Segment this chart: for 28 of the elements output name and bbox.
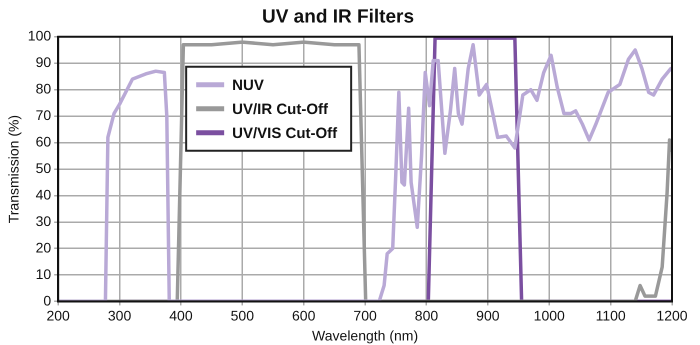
legend-label: UV/VIS Cut-Off — [232, 124, 338, 142]
y-tick-label: 10 — [36, 266, 52, 282]
x-tick-label: 200 — [46, 308, 70, 324]
y-tick-label: 40 — [36, 186, 52, 202]
y-tick-label: 100 — [28, 28, 52, 44]
y-tick-label: 50 — [36, 160, 52, 176]
y-tick-label: 70 — [36, 107, 52, 124]
y-tick-label: 90 — [36, 54, 52, 70]
y-tick-label: 80 — [36, 80, 52, 97]
y-tick-label: 30 — [36, 212, 52, 229]
y-tick-label: 0 — [43, 292, 52, 308]
x-tick-label: 300 — [108, 308, 132, 324]
x-tick-label: 600 — [292, 308, 316, 324]
chart-title: UV and IR Filters — [262, 6, 414, 28]
y-axis-title: Transmission (%) — [5, 114, 22, 224]
x-tick-label: 700 — [353, 308, 377, 324]
x-axis-title: Wavelength (nm) — [312, 327, 418, 344]
legend-label: UV/IR Cut-Off — [232, 100, 329, 118]
x-tick-label: 1000 — [534, 308, 566, 324]
x-tick-label: 1200 — [656, 308, 688, 324]
legend-label: NUV — [232, 76, 264, 94]
x-tick-label: 900 — [476, 308, 500, 324]
x-tick-label: 800 — [414, 308, 438, 324]
y-tick-label: 20 — [36, 239, 52, 256]
x-tick-label: 400 — [169, 308, 193, 324]
x-tick-label: 1100 — [596, 308, 626, 324]
y-tick-label: 60 — [36, 134, 52, 150]
x-tick-label: 500 — [230, 308, 254, 324]
